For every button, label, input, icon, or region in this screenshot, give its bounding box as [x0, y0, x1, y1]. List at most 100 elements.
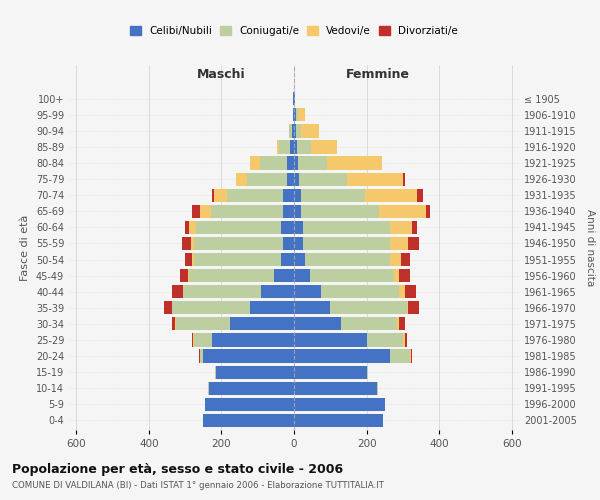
- Bar: [341, 318, 397, 330]
- Bar: [418, 188, 423, 202]
- Bar: [294, 350, 390, 362]
- Bar: [403, 334, 404, 346]
- Bar: [216, 366, 294, 378]
- Bar: [212, 188, 214, 202]
- Bar: [294, 253, 305, 266]
- Bar: [205, 398, 294, 411]
- Bar: [404, 334, 407, 346]
- Bar: [182, 285, 184, 298]
- Bar: [294, 204, 301, 218]
- Bar: [294, 156, 298, 170]
- Bar: [294, 108, 296, 122]
- Bar: [215, 366, 216, 378]
- Text: Maschi: Maschi: [197, 68, 246, 81]
- Bar: [211, 204, 283, 218]
- Bar: [390, 350, 410, 362]
- Bar: [212, 334, 294, 346]
- Bar: [301, 188, 365, 202]
- Bar: [294, 124, 296, 138]
- Text: Femmine: Femmine: [346, 68, 409, 81]
- Bar: [377, 382, 378, 395]
- Bar: [394, 269, 399, 282]
- Bar: [303, 237, 390, 250]
- Bar: [194, 334, 212, 346]
- Bar: [294, 301, 330, 314]
- Bar: [182, 237, 191, 250]
- Bar: [294, 221, 303, 234]
- Bar: [292, 124, 294, 138]
- Bar: [193, 204, 200, 218]
- Bar: [294, 188, 301, 202]
- Bar: [294, 237, 303, 250]
- Text: COMUNE DI VALDILANA (BI) - Dati ISTAT 1° gennaio 2006 - Elaborazione TUTTITALIA.: COMUNE DI VALDILANA (BI) - Dati ISTAT 1°…: [12, 481, 384, 490]
- Bar: [227, 188, 283, 202]
- Bar: [310, 269, 394, 282]
- Bar: [208, 382, 209, 395]
- Bar: [305, 253, 390, 266]
- Bar: [294, 382, 377, 395]
- Bar: [330, 301, 407, 314]
- Bar: [203, 350, 294, 362]
- Bar: [347, 172, 403, 186]
- Bar: [203, 414, 294, 427]
- Bar: [283, 188, 294, 202]
- Bar: [164, 301, 172, 314]
- Bar: [189, 269, 274, 282]
- Legend: Celibi/Nubili, Coniugati/e, Vedovi/e, Divorziati/e: Celibi/Nubili, Coniugati/e, Vedovi/e, Di…: [127, 23, 461, 39]
- Bar: [298, 156, 328, 170]
- Bar: [294, 334, 367, 346]
- Bar: [367, 334, 403, 346]
- Bar: [294, 366, 367, 378]
- Y-axis label: Fasce di età: Fasce di età: [20, 214, 30, 280]
- Bar: [200, 350, 203, 362]
- Bar: [303, 221, 390, 234]
- Bar: [404, 285, 416, 298]
- Bar: [176, 318, 230, 330]
- Bar: [311, 140, 337, 153]
- Bar: [409, 301, 419, 314]
- Bar: [412, 221, 418, 234]
- Bar: [191, 237, 194, 250]
- Bar: [390, 237, 409, 250]
- Bar: [294, 398, 385, 411]
- Bar: [199, 350, 200, 362]
- Bar: [274, 269, 294, 282]
- Bar: [294, 285, 321, 298]
- Bar: [293, 108, 294, 122]
- Bar: [193, 253, 194, 266]
- Bar: [193, 334, 194, 346]
- Bar: [283, 204, 294, 218]
- Bar: [399, 318, 404, 330]
- Bar: [214, 188, 227, 202]
- Bar: [277, 140, 280, 153]
- Bar: [175, 318, 176, 330]
- Bar: [188, 269, 189, 282]
- Bar: [296, 108, 298, 122]
- Bar: [397, 318, 399, 330]
- Bar: [294, 140, 297, 153]
- Bar: [194, 253, 281, 266]
- Bar: [184, 285, 262, 298]
- Bar: [262, 285, 294, 298]
- Bar: [294, 269, 310, 282]
- Bar: [290, 140, 294, 153]
- Bar: [409, 237, 419, 250]
- Bar: [367, 366, 368, 378]
- Bar: [181, 269, 188, 282]
- Bar: [410, 350, 411, 362]
- Bar: [172, 301, 250, 314]
- Bar: [191, 334, 193, 346]
- Bar: [298, 108, 305, 122]
- Bar: [296, 124, 301, 138]
- Bar: [294, 92, 295, 106]
- Bar: [401, 253, 410, 266]
- Bar: [407, 301, 409, 314]
- Bar: [250, 156, 260, 170]
- Bar: [294, 414, 383, 427]
- Bar: [427, 204, 430, 218]
- Bar: [365, 188, 418, 202]
- Bar: [321, 285, 399, 298]
- Bar: [287, 156, 294, 170]
- Text: Popolazione per età, sesso e stato civile - 2006: Popolazione per età, sesso e stato civil…: [12, 462, 343, 475]
- Bar: [172, 318, 175, 330]
